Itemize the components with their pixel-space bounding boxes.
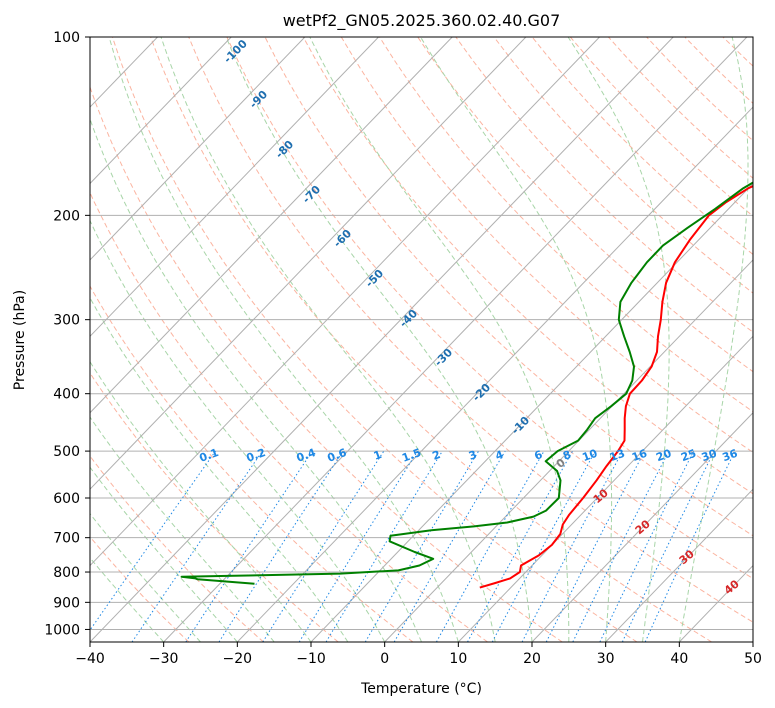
mixing-ratio-line — [491, 450, 596, 642]
isotherm-line — [384, 259, 753, 642]
moist-adiabat-line — [90, 219, 386, 642]
isotherm-line — [90, 37, 232, 185]
y-tick-label: 700 — [53, 531, 80, 547]
dry-adiabat-line — [340, 37, 753, 453]
mixing-ratio-line — [325, 450, 443, 642]
dry-adiabat-line — [90, 536, 190, 642]
isotherm-line — [90, 37, 600, 567]
mixing-ratio-label: 30 — [700, 447, 719, 465]
moist-adiabat-line — [90, 512, 201, 642]
mixing-ratio-label: 1 — [372, 448, 384, 463]
moist-adiabat-line — [108, 37, 459, 642]
isotherm-line — [90, 37, 453, 414]
mixing-ratio-line — [185, 450, 313, 642]
x-tick-label: 40 — [670, 651, 688, 667]
mixing-ratio-line — [467, 450, 574, 642]
mixing-ratio-label: 4 — [494, 448, 506, 463]
moist-adiabat-line — [90, 557, 165, 642]
x-tick-label: 30 — [597, 651, 615, 667]
moist-adiabat-line — [420, 37, 613, 642]
isotherm-line — [531, 412, 753, 642]
dewpoint-profile-line — [180, 181, 753, 585]
mixing-ratio-label: 0.2 — [245, 446, 268, 465]
mixing-ratio-line — [262, 450, 385, 642]
x-tick-label: 20 — [523, 651, 541, 667]
x-axis: −40 −30 −20 −10 0 10 20 30 40 50 — [75, 642, 762, 667]
mixing-ratio-label: 8 — [561, 448, 573, 463]
mixing-ratio-label: 0.4 — [295, 446, 318, 465]
y-tick-label: 200 — [53, 208, 80, 224]
dry-adiabat-line — [90, 191, 488, 642]
mixing-ratio-label: 25 — [679, 447, 698, 464]
mixing-ratio-line — [298, 450, 419, 642]
mixing-ratio-label: 10 — [580, 447, 599, 465]
plot-area — [90, 37, 753, 642]
moist-adiabat-line — [225, 37, 533, 642]
mixing-ratio-label: 20 — [654, 447, 673, 465]
isotherm-line — [605, 488, 753, 642]
y-tick-label: 600 — [53, 491, 80, 507]
y-tick-label: 1000 — [44, 622, 80, 638]
x-tick-label: −40 — [75, 651, 105, 667]
profile-lines — [180, 181, 753, 589]
moist-adiabat-line — [90, 360, 312, 642]
y-axis-title: Pressure (hPa) — [12, 290, 28, 390]
mixing-ratio-label: 36 — [721, 447, 740, 465]
isotherm-line — [310, 182, 753, 642]
moist-adiabat-line — [90, 466, 238, 642]
x-tick-label: 10 — [449, 651, 467, 667]
y-axis: 100 200 300 400 500 600 700 800 900 1000 — [44, 30, 90, 638]
mixing-ratio-label: 0.1 — [198, 446, 221, 465]
dry-adiabat-line — [111, 37, 638, 642]
x-tick-label: −20 — [223, 651, 253, 667]
y-tick-label: 300 — [53, 313, 80, 329]
dry-adiabat-line — [417, 37, 753, 373]
mixing-ratio-label: 13 — [608, 447, 627, 464]
y-tick-label: 100 — [53, 30, 80, 46]
y-tick-label: 400 — [53, 387, 80, 403]
x-axis-title: Temperature (°C) — [360, 681, 482, 697]
mixing-ratio-line — [599, 450, 695, 642]
mixing-ratio-label: 1.5 — [400, 446, 423, 465]
mixing-ratio-line — [572, 450, 670, 642]
mixing-ratio-label: 2 — [431, 448, 443, 463]
mixing-ratio-label: 0.6 — [326, 446, 349, 465]
moist-adiabat-line — [90, 117, 422, 642]
isotherm-line — [236, 106, 753, 642]
isotherm-line — [163, 37, 748, 642]
chart-title: wetPf2_GN05.2025.360.02.40.G07 — [283, 11, 561, 31]
mixing-ratio-line — [218, 450, 344, 642]
x-tick-label: 0 — [380, 651, 389, 667]
dry-adiabat-line — [188, 37, 753, 623]
isotherm-line — [90, 37, 527, 490]
moist-adiabat-line — [90, 416, 275, 642]
isotherm-line — [90, 37, 379, 338]
dry-adiabat-line — [90, 372, 339, 642]
mixing-ratio-line — [90, 450, 217, 632]
x-tick-label: 50 — [744, 651, 762, 667]
isotherm-line — [90, 37, 306, 261]
y-tick-label: 800 — [53, 565, 80, 581]
x-tick-label: −10 — [296, 651, 326, 667]
y-tick-label: 500 — [53, 444, 80, 460]
dry-adiabat-line — [90, 85, 563, 642]
moist-adiabat-line — [309, 37, 570, 642]
mixing-ratio-line — [435, 450, 545, 642]
dry-adiabat-line — [226, 37, 753, 580]
mixing-ratio-label: 3 — [467, 448, 479, 463]
y-tick-label: 900 — [53, 595, 80, 611]
mixing-ratio-label: 6 — [533, 448, 545, 463]
temperature-profile-line — [479, 185, 753, 589]
x-tick-label: −30 — [149, 651, 179, 667]
mixing-ratio-line — [131, 450, 263, 642]
dry-adiabat-line — [150, 37, 712, 642]
moist-adiabat-line — [90, 296, 349, 642]
moist-adiabat-line — [678, 37, 749, 642]
isotherm-line — [90, 37, 674, 642]
plot-frame — [89, 36, 754, 643]
mixing-ratio-label: 16 — [630, 447, 649, 465]
dry-adiabat-line — [455, 37, 753, 333]
